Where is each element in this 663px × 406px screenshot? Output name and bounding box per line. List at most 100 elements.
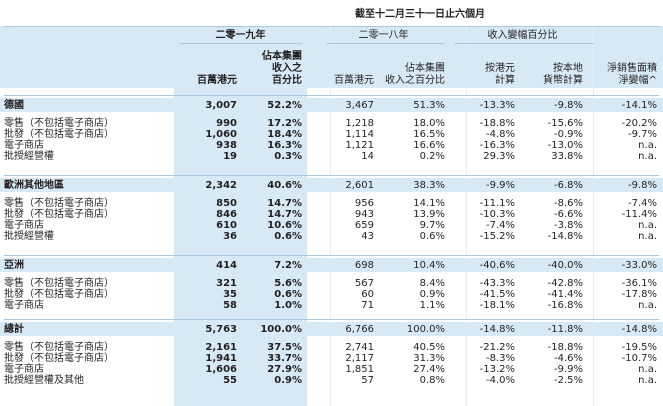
row-label: 批發（不包括電子商店） (4, 353, 114, 364)
row-value: n.a. (638, 375, 657, 386)
row-value: -18.1% (479, 300, 515, 311)
section-band (0, 98, 663, 112)
row-value: 27.9% (267, 364, 302, 375)
section-band (0, 322, 663, 336)
row-value: 2,117 (345, 353, 374, 364)
column-header-net-area: 淨變幅^ (618, 75, 657, 86)
row-value: 16.6% (413, 140, 445, 151)
row-value: -15.2% (479, 231, 515, 242)
row-value: -8.6% (553, 198, 583, 209)
column-divider (466, 26, 467, 406)
section-total-value: -14.1% (621, 100, 657, 111)
row-value: 14.1% (413, 198, 445, 209)
row-value: 0.6% (419, 231, 445, 242)
column-header-hkd-basis: 計算 (495, 75, 515, 86)
section-total-value: 100.0% (406, 324, 445, 335)
row-value: n.a. (638, 220, 657, 231)
row-value: 33.8% (551, 151, 583, 162)
row-value: -18.8% (547, 342, 583, 353)
section-name: 亞洲 (4, 260, 24, 271)
section-total-value: 2,601 (345, 180, 374, 191)
row-value: 567 (354, 278, 374, 289)
row-value: 9.7% (419, 220, 445, 231)
row-value: 0.9% (419, 289, 445, 300)
row-value: n.a. (638, 364, 657, 375)
row-value: -43.3% (479, 278, 515, 289)
row-value: 10.6% (267, 220, 302, 231)
row-value: 18.0% (413, 118, 445, 129)
row-value: 2,161 (205, 342, 237, 353)
row-value: -7.4% (485, 220, 515, 231)
row-value: -4.0% (485, 375, 515, 386)
row-value: -20.2% (621, 118, 657, 129)
row-value: 27.4% (413, 364, 445, 375)
row-value: 659 (354, 220, 374, 231)
section-rule (4, 319, 659, 320)
row-label: 零售（不包括電子商店） (4, 118, 114, 129)
row-value: -4.8% (485, 129, 515, 140)
row-value: 0.9% (274, 375, 302, 386)
column-header-hkd-2019: 百萬港元 (197, 75, 237, 86)
row-value: 943 (354, 209, 374, 220)
row-value: -7.4% (627, 198, 657, 209)
section-total-value: 40.6% (267, 180, 302, 191)
year-2019-rule (180, 43, 302, 44)
highlight-column-2019 (174, 26, 307, 406)
row-value: 8.4% (419, 278, 445, 289)
year-2018-rule (326, 43, 444, 44)
row-value: -19.5% (621, 342, 657, 353)
row-value: 610 (216, 220, 237, 231)
row-label: 批發（不包括電子商店） (4, 209, 114, 220)
row-label: 電子商店 (4, 300, 44, 311)
section-rule (4, 95, 659, 96)
row-value: -16.8% (547, 300, 583, 311)
section-band (0, 178, 663, 192)
section-name: 德國 (4, 100, 24, 111)
section-total-value: 10.4% (413, 260, 445, 271)
section-total-value: 38.3% (413, 180, 445, 191)
row-value: -0.9% (553, 129, 583, 140)
section-total-value: -40.0% (547, 260, 583, 271)
row-value: 846 (216, 209, 237, 220)
section-total-value: 7.2% (274, 260, 302, 271)
row-value: 0.6% (274, 231, 302, 242)
section-total-value: -9.8% (627, 180, 657, 191)
row-value: 35 (223, 289, 237, 300)
row-label: 零售（不包括電子商店） (4, 342, 114, 353)
column-header-share-2018: 收入之百分比 (385, 75, 445, 86)
row-value: 321 (216, 278, 237, 289)
row-value: 43 (361, 231, 374, 242)
row-value: 55 (223, 375, 237, 386)
row-value: 58 (223, 300, 237, 311)
row-value: -2.5% (553, 375, 583, 386)
section-total-value: 3,467 (345, 100, 374, 111)
column-header-net-area: 淨銷售面積 (607, 63, 657, 74)
row-value: -13.0% (547, 140, 583, 151)
row-value: n.a. (638, 151, 657, 162)
row-value: -21.2% (479, 342, 515, 353)
row-value: 0.8% (419, 375, 445, 386)
section-total-value: 52.2% (267, 100, 302, 111)
row-value: 33.7% (267, 353, 302, 364)
column-header-share-2019: 佔本集團 (262, 51, 302, 62)
row-value: 1,941 (205, 353, 237, 364)
section-total-value: 2,342 (205, 180, 237, 191)
section-rule (4, 175, 659, 176)
section-total-value: 100.0% (260, 324, 302, 335)
row-value: 31.3% (413, 353, 445, 364)
row-value: 1.1% (419, 300, 445, 311)
row-value: 36 (223, 231, 237, 242)
row-label: 批發（不包括電子商店） (4, 289, 114, 300)
row-value: -42.8% (547, 278, 583, 289)
row-value: 938 (216, 140, 237, 151)
column-header-share-2018: 佔本集團 (405, 63, 445, 74)
row-value: 14 (361, 151, 374, 162)
row-value: 0.6% (274, 289, 302, 300)
row-value: -10.7% (621, 353, 657, 364)
row-value: 1,060 (205, 129, 237, 140)
row-value: -41.4% (547, 289, 583, 300)
row-label: 批發（不包括電子商店） (4, 129, 114, 140)
row-value: 16.3% (267, 140, 302, 151)
section-total-value: -9.8% (553, 100, 583, 111)
section-total-value: 414 (216, 260, 237, 271)
